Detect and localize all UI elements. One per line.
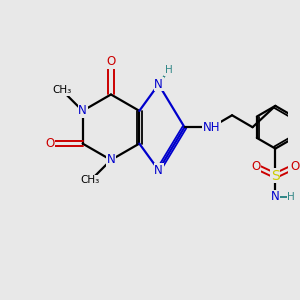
- Text: NH: NH: [203, 121, 220, 134]
- Text: N: N: [106, 154, 115, 166]
- Text: N: N: [154, 78, 163, 91]
- Text: N: N: [271, 190, 280, 203]
- Text: O: O: [45, 137, 55, 150]
- Text: CH₃: CH₃: [52, 85, 72, 95]
- Text: N: N: [78, 104, 87, 117]
- Text: H: H: [165, 65, 172, 75]
- Text: O: O: [290, 160, 299, 173]
- Text: H: H: [287, 192, 295, 202]
- Text: N: N: [154, 164, 163, 177]
- Text: CH₃: CH₃: [81, 176, 100, 185]
- Text: O: O: [251, 160, 261, 173]
- Text: S: S: [271, 169, 280, 183]
- Text: O: O: [106, 55, 116, 68]
